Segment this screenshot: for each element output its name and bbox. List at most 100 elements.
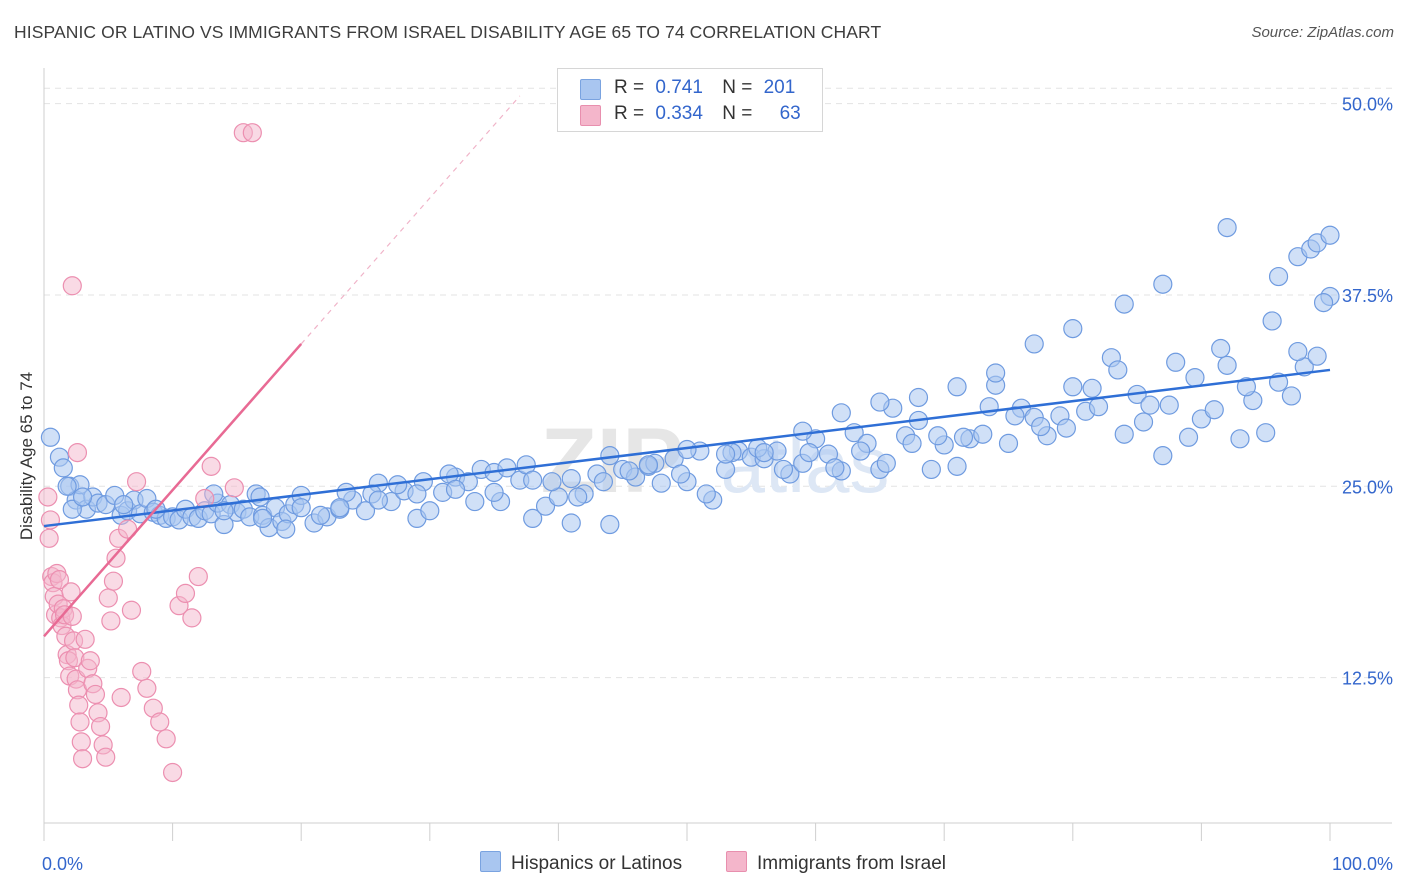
data-point-hispanic bbox=[72, 487, 93, 507]
data-point-hispanic bbox=[1307, 346, 1327, 366]
trend-lines bbox=[43, 95, 1331, 638]
data-point-israel bbox=[175, 583, 196, 604]
data-point-hispanic bbox=[947, 377, 967, 397]
data-point-hispanic bbox=[62, 499, 82, 519]
data-point-hispanic bbox=[1211, 338, 1231, 359]
data-point-hispanic bbox=[1281, 386, 1302, 406]
data-point-hispanic bbox=[523, 470, 543, 490]
data-point-israel bbox=[242, 123, 262, 143]
data-point-israel bbox=[38, 487, 58, 507]
data-point-hispanic bbox=[1088, 397, 1109, 417]
data-point-israel bbox=[96, 747, 116, 767]
data-point-hispanic bbox=[1114, 424, 1134, 444]
data-point-hispanic bbox=[921, 459, 941, 480]
y-tick-label: 50.0% bbox=[1342, 95, 1393, 115]
data-point-hispanic bbox=[754, 442, 774, 463]
bottom-legend-blue: Hispanics or Latinos bbox=[480, 851, 682, 875]
data-point-hispanic bbox=[1166, 352, 1186, 372]
data-point-hispanic bbox=[57, 476, 77, 496]
data-point-israel bbox=[182, 608, 202, 628]
data-point-hispanic bbox=[1159, 395, 1179, 415]
data-point-hispanic bbox=[902, 433, 922, 454]
x-tick-label-min: 0.0% bbox=[42, 854, 83, 874]
data-point-israel bbox=[163, 762, 183, 783]
data-point-hispanic bbox=[947, 456, 967, 476]
data-point-hispanic bbox=[1082, 378, 1102, 398]
data-point-hispanic bbox=[1005, 406, 1025, 426]
trend-line-israel-extension bbox=[300, 95, 521, 345]
data-point-hispanic bbox=[355, 501, 376, 521]
data-point-hispanic bbox=[276, 519, 296, 539]
data-point-hispanic bbox=[561, 513, 581, 533]
data-point-israel bbox=[188, 566, 208, 587]
data-point-hispanic bbox=[1217, 217, 1237, 238]
legend-r-value-pink: 0.334 bbox=[655, 103, 703, 124]
data-point-israel bbox=[67, 442, 88, 463]
y-tick-label: 25.0% bbox=[1342, 477, 1393, 497]
data-point-hispanic bbox=[1114, 294, 1134, 314]
data-point-hispanic bbox=[973, 424, 993, 444]
data-point-hispanic bbox=[908, 387, 929, 408]
data-point-hispanic bbox=[600, 514, 620, 535]
data-point-israel bbox=[72, 749, 93, 769]
data-point-hispanic bbox=[1063, 377, 1083, 397]
data-point-hispanic bbox=[214, 501, 234, 521]
bottom-legend-pink: Immigrants from Israel bbox=[726, 851, 946, 875]
data-point-israel bbox=[62, 606, 82, 626]
series-israel-points bbox=[38, 123, 262, 783]
data-point-israel bbox=[90, 716, 111, 737]
data-point-hispanic bbox=[619, 461, 639, 481]
data-point-hispanic bbox=[831, 403, 851, 423]
data-point-hispanic bbox=[851, 441, 871, 461]
series-hispanics-points bbox=[40, 217, 1340, 539]
data-point-hispanic bbox=[1063, 319, 1083, 339]
data-point-hispanic bbox=[291, 498, 311, 518]
legend-n-label: N = bbox=[722, 103, 753, 124]
data-point-hispanic bbox=[696, 484, 716, 504]
data-point-hispanic bbox=[1153, 274, 1173, 294]
data-point-israel bbox=[103, 571, 124, 591]
legend-n-value-blue: 201 bbox=[763, 77, 796, 98]
data-point-hispanic bbox=[928, 426, 948, 446]
data-point-hispanic bbox=[1133, 412, 1154, 432]
data-point-hispanic bbox=[793, 421, 813, 441]
data-point-hispanic bbox=[1268, 266, 1289, 287]
data-point-israel bbox=[62, 276, 82, 296]
data-point-hispanic bbox=[542, 472, 562, 492]
x-tick-label-max: 100.0% bbox=[1332, 854, 1393, 874]
data-point-hispanic bbox=[1313, 292, 1334, 313]
data-point-hispanic bbox=[1217, 355, 1237, 375]
data-point-hispanic bbox=[568, 487, 588, 507]
tick-labels: 12.5% 25.0% 37.5% 50.0% 0.0% 100.0% bbox=[42, 95, 1393, 874]
legend-r-label: R = bbox=[614, 103, 645, 124]
data-point-israel bbox=[201, 456, 221, 476]
data-point-hispanic bbox=[53, 458, 73, 478]
y-tick-label: 12.5% bbox=[1342, 669, 1393, 689]
y-tick-label: 37.5% bbox=[1342, 286, 1393, 306]
data-point-hispanic bbox=[250, 487, 270, 507]
data-point-hispanic bbox=[651, 473, 671, 493]
data-point-hispanic bbox=[1230, 429, 1250, 449]
data-point-hispanic bbox=[715, 444, 736, 464]
legend-n-value-pink: 63 bbox=[779, 103, 801, 124]
legend-n-label: N = bbox=[722, 77, 753, 98]
data-point-hispanic bbox=[825, 458, 845, 478]
data-point-hispanic bbox=[773, 459, 794, 480]
data-point-hispanic bbox=[593, 472, 614, 492]
source-label: Source: ZipAtlas.com bbox=[1251, 24, 1394, 41]
data-point-hispanic bbox=[484, 482, 504, 502]
data-point-israel bbox=[98, 588, 118, 608]
data-point-hispanic bbox=[1140, 395, 1160, 415]
data-point-hispanic bbox=[986, 363, 1006, 383]
data-point-hispanic bbox=[876, 453, 896, 473]
data-point-israel bbox=[75, 629, 95, 649]
legend-swatch-pink bbox=[580, 105, 601, 126]
data-point-israel bbox=[101, 611, 121, 631]
data-point-israel bbox=[70, 712, 90, 732]
data-point-hispanic bbox=[1024, 334, 1044, 354]
data-point-hispanic bbox=[1262, 311, 1282, 331]
data-point-hispanic bbox=[670, 464, 691, 484]
data-point-hispanic bbox=[1320, 225, 1340, 245]
data-point-hispanic bbox=[1185, 367, 1205, 388]
